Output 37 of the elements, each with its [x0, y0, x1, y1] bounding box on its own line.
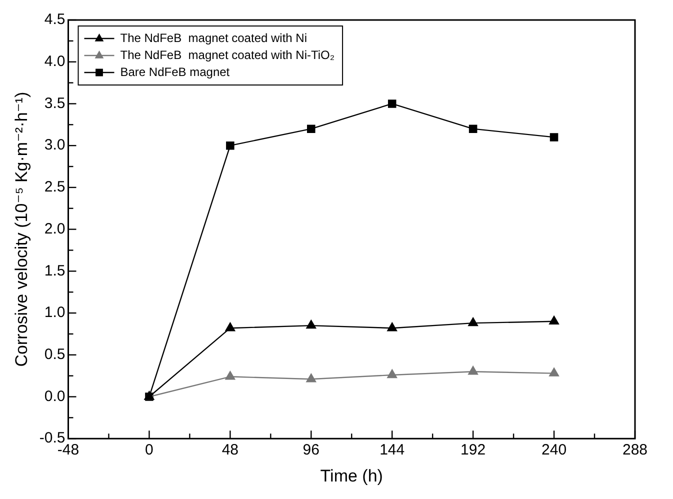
y-tick-label: 2.5: [44, 178, 66, 196]
y-tick-label: 1.5: [44, 262, 66, 280]
y-tick-label: 2.0: [44, 220, 66, 238]
x-tick-label: 48: [222, 442, 239, 459]
point: [306, 374, 316, 382]
y-tick-label: 3.0: [44, 136, 66, 154]
point: [550, 133, 558, 142]
x-tick-label: 288: [622, 442, 648, 459]
x-tick-label: 192: [460, 442, 486, 459]
point: [549, 316, 559, 324]
y-tick-label: 4.5: [44, 11, 66, 28]
point: [468, 124, 478, 133]
point: [387, 369, 398, 378]
x-tick-label: 96: [302, 442, 320, 459]
legend-label: The NdFeB magnet coated with Ni-TiO₂: [120, 48, 335, 62]
point: [549, 368, 559, 376]
y-tick-label: 0.5: [44, 346, 66, 364]
y-tick-label: 0.0: [44, 388, 66, 405]
point: [225, 371, 236, 380]
point: [468, 317, 478, 326]
x-tick-label: 0: [145, 442, 154, 459]
point: [387, 322, 398, 332]
x-tick-label: 240: [542, 442, 567, 459]
point: [307, 124, 316, 133]
point: [225, 322, 236, 332]
y-axis-title: Corrosive velocity (10⁻⁵ Kg·m⁻²·h⁻¹): [12, 92, 31, 367]
x-axis-title: Time (h): [320, 466, 383, 486]
legend-label: The NdFeB magnet coated with Ni: [120, 30, 308, 45]
legend-label: Bare NdFeB magnet: [120, 64, 230, 79]
y-tick-label: 1.0: [44, 304, 66, 322]
point: [468, 366, 478, 375]
point: [388, 100, 396, 108]
point: [226, 141, 234, 150]
point: [306, 320, 316, 329]
y-tick-label: 4.0: [44, 53, 66, 70]
y-tick-label: 3.5: [44, 94, 66, 112]
x-tick-label: 144: [380, 442, 405, 459]
